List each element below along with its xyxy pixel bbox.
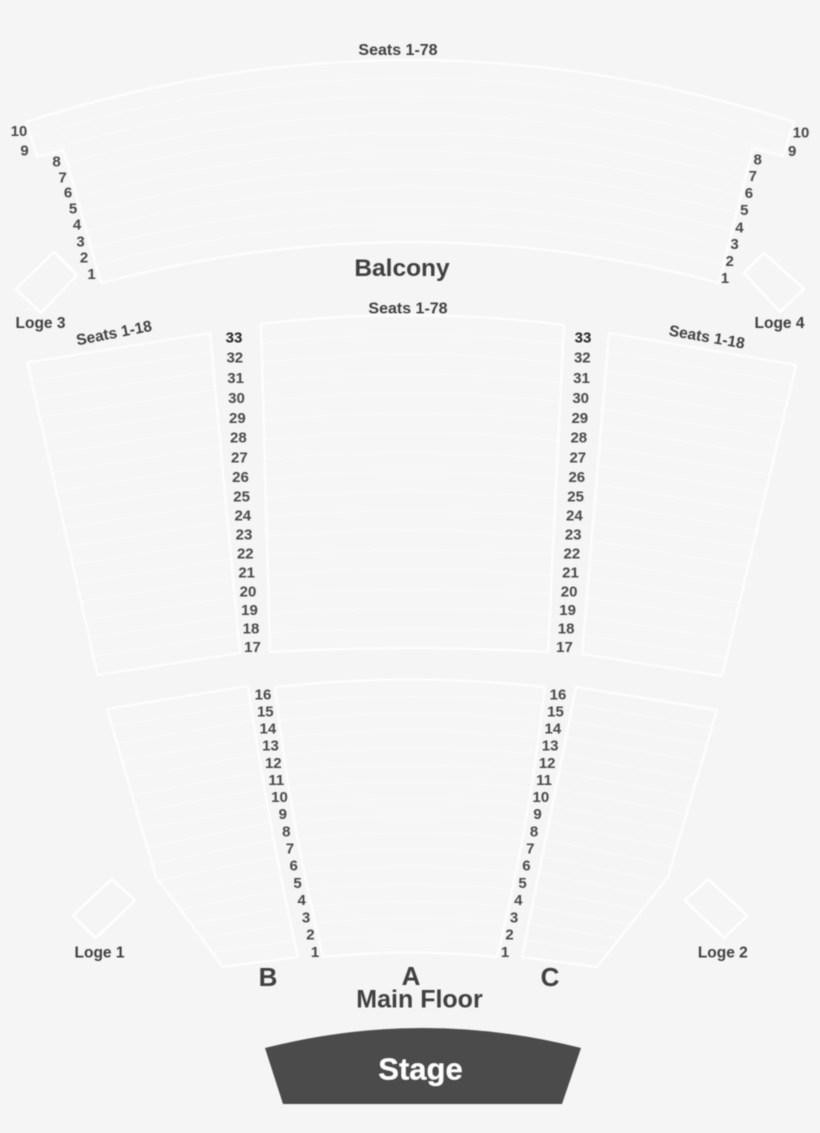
svg-text:19: 19 <box>559 602 576 619</box>
svg-text:Seats 1-78: Seats 1-78 <box>358 42 437 59</box>
svg-text:10: 10 <box>11 123 28 140</box>
svg-text:20: 20 <box>240 583 257 600</box>
svg-text:9: 9 <box>20 142 28 159</box>
svg-text:21: 21 <box>562 565 579 582</box>
svg-text:29: 29 <box>229 410 246 427</box>
svg-text:2: 2 <box>505 927 513 944</box>
svg-text:13: 13 <box>262 738 279 755</box>
svg-text:8: 8 <box>530 823 538 840</box>
svg-text:C: C <box>541 962 560 992</box>
svg-text:23: 23 <box>565 527 582 544</box>
svg-text:1: 1 <box>501 944 509 961</box>
svg-text:26: 26 <box>232 469 249 486</box>
svg-text:1: 1 <box>87 266 95 283</box>
svg-text:Main Floor: Main Floor <box>356 986 483 1014</box>
svg-text:16: 16 <box>550 686 567 703</box>
svg-text:5: 5 <box>69 200 77 217</box>
svg-text:6: 6 <box>64 184 72 201</box>
svg-text:28: 28 <box>570 430 587 447</box>
svg-text:17: 17 <box>244 639 261 656</box>
svg-text:4: 4 <box>73 216 82 233</box>
svg-text:6: 6 <box>745 185 753 202</box>
svg-text:22: 22 <box>564 546 581 563</box>
svg-text:22: 22 <box>237 546 254 563</box>
svg-text:7: 7 <box>286 841 294 858</box>
svg-text:8: 8 <box>52 153 60 170</box>
svg-text:6: 6 <box>290 858 298 875</box>
svg-text:8: 8 <box>282 823 290 840</box>
svg-text:14: 14 <box>545 721 562 738</box>
svg-text:32: 32 <box>574 350 591 367</box>
svg-text:Loge 3: Loge 3 <box>16 315 66 332</box>
svg-text:5: 5 <box>518 875 526 892</box>
svg-text:4: 4 <box>735 220 744 237</box>
svg-text:3: 3 <box>302 909 310 926</box>
svg-text:1: 1 <box>721 270 729 287</box>
svg-text:8: 8 <box>754 152 762 169</box>
svg-text:19: 19 <box>241 602 258 619</box>
svg-text:7: 7 <box>58 169 66 186</box>
svg-text:18: 18 <box>243 621 260 638</box>
svg-text:6: 6 <box>522 858 530 875</box>
svg-text:15: 15 <box>257 704 274 721</box>
svg-text:24: 24 <box>566 508 583 525</box>
svg-text:16: 16 <box>255 686 272 703</box>
svg-text:27: 27 <box>569 449 586 466</box>
svg-text:20: 20 <box>561 583 578 600</box>
svg-text:25: 25 <box>567 488 584 505</box>
svg-text:2: 2 <box>306 927 314 944</box>
svg-text:Loge 4: Loge 4 <box>755 315 805 332</box>
svg-text:24: 24 <box>234 508 251 525</box>
svg-text:3: 3 <box>76 233 84 250</box>
svg-text:9: 9 <box>788 143 796 160</box>
svg-text:4: 4 <box>514 892 523 909</box>
svg-text:14: 14 <box>260 721 277 738</box>
svg-text:Seats 1-78: Seats 1-78 <box>368 301 447 318</box>
svg-text:30: 30 <box>228 390 245 407</box>
svg-text:26: 26 <box>568 469 585 486</box>
svg-text:30: 30 <box>572 390 589 407</box>
svg-text:Stage: Stage <box>378 1052 462 1087</box>
svg-text:B: B <box>259 962 278 992</box>
svg-text:11: 11 <box>536 772 552 789</box>
svg-text:A: A <box>402 961 421 991</box>
svg-text:31: 31 <box>227 370 244 387</box>
svg-text:25: 25 <box>233 488 250 505</box>
svg-text:10: 10 <box>533 789 550 806</box>
svg-text:33: 33 <box>575 329 592 346</box>
svg-text:11: 11 <box>268 772 284 789</box>
svg-text:10: 10 <box>793 124 810 141</box>
svg-text:7: 7 <box>526 841 534 858</box>
svg-text:23: 23 <box>236 527 253 544</box>
svg-text:1: 1 <box>311 944 319 961</box>
svg-text:Loge 1: Loge 1 <box>75 945 125 962</box>
svg-text:31: 31 <box>573 370 590 387</box>
svg-text:5: 5 <box>740 202 748 219</box>
svg-text:15: 15 <box>547 704 564 721</box>
svg-text:5: 5 <box>293 875 301 892</box>
svg-text:27: 27 <box>231 449 248 466</box>
svg-text:17: 17 <box>556 639 573 656</box>
svg-text:3: 3 <box>510 909 518 926</box>
svg-text:2: 2 <box>80 249 88 266</box>
svg-text:32: 32 <box>226 350 243 367</box>
svg-text:9: 9 <box>279 806 287 823</box>
svg-text:9: 9 <box>533 806 541 823</box>
svg-text:33: 33 <box>226 329 243 346</box>
svg-text:10: 10 <box>271 789 288 806</box>
svg-text:18: 18 <box>558 621 575 638</box>
svg-text:Balcony: Balcony <box>354 255 450 282</box>
svg-text:21: 21 <box>238 565 255 582</box>
svg-text:7: 7 <box>749 168 757 185</box>
svg-text:12: 12 <box>265 755 282 772</box>
svg-text:28: 28 <box>230 430 247 447</box>
svg-text:3: 3 <box>730 236 738 253</box>
svg-text:13: 13 <box>542 738 559 755</box>
svg-text:12: 12 <box>539 755 556 772</box>
svg-text:Loge 2: Loge 2 <box>698 945 748 962</box>
svg-text:2: 2 <box>726 253 734 270</box>
svg-text:4: 4 <box>298 892 307 909</box>
svg-text:29: 29 <box>571 410 588 427</box>
